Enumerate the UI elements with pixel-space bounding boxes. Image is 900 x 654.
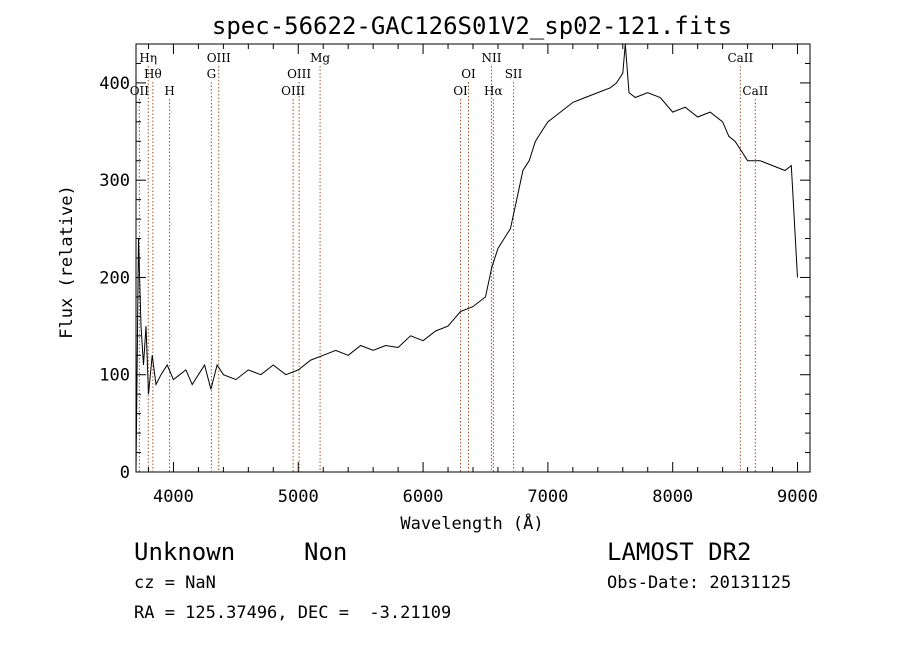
y-tick-label: 400 [99,74,130,94]
observation-date: Obs-Date: 20131125 [607,573,792,593]
plot-frame [135,43,811,473]
x-tick-label: 9000 [777,487,818,507]
y-tick-label: 0 [120,463,130,483]
y-tick-label: 300 [99,171,130,191]
object-class: Unknown [134,538,236,566]
line-marker-label: SII [505,67,523,81]
x-tick-label: 4000 [153,487,194,507]
line-marker-label: H [164,84,174,98]
chart-title: spec-56622-GAC126S01V2_sp02-121.fits [212,12,732,40]
line-marker-label: OI [453,84,468,98]
spectrum-series-line [135,43,798,473]
x-axis-label: Wavelength (Å) [400,512,543,534]
x-tick-label: 7000 [527,487,568,507]
survey-name: LAMOST DR2 [607,538,752,566]
line-marker-label: OI [461,67,476,81]
x-tick-label: 6000 [403,487,444,507]
line-marker-label: Hη [139,51,157,65]
y-tick-label: 100 [99,366,130,386]
x-axis: 4000 5000 6000 7000 8000 9000 [147,44,818,507]
y-axis: 0 100 200 300 400 [99,43,810,483]
line-marker-label: NII [481,51,501,65]
emission-line-markers [138,66,756,472]
line-marker-label: Hθ [144,67,162,81]
x-tick-label: 8000 [652,487,693,507]
ra-dec-coordinates: RA = 125.37496, DEC = -3.21109 [134,603,452,623]
object-subclass: Non [304,538,348,566]
line-marker-label: OIII [281,84,305,98]
line-marker-label: OIII [207,51,231,65]
x-tick-label: 5000 [278,487,319,507]
line-marker-label: Mg [310,51,330,65]
line-marker-label: OII [130,84,150,98]
line-marker-label: Hα [484,84,503,98]
line-marker-label: CaII [742,84,768,98]
y-axis-label: Flux (relative) [57,185,77,339]
redshift-cz: cz = NaN [134,573,216,593]
line-marker-label: G [207,67,217,81]
line-marker-label: OIII [287,67,311,81]
line-marker-label: CaII [727,51,753,65]
y-tick-label: 200 [99,268,130,288]
